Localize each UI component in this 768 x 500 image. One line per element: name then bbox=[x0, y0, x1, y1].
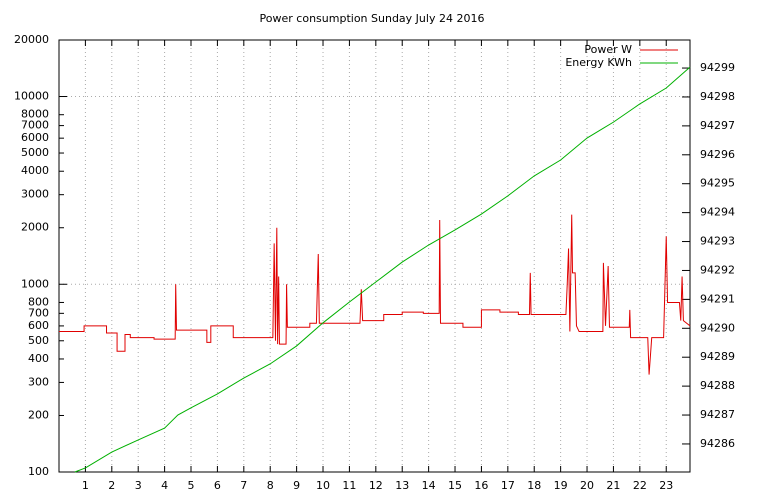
y-tick-label: 2000 bbox=[21, 221, 49, 234]
series-line bbox=[74, 66, 691, 473]
y2-tick-label: 94293 bbox=[700, 235, 735, 248]
legend-label: Power W bbox=[584, 43, 632, 56]
chart-title: Power consumption Sunday July 24 2016 bbox=[260, 12, 485, 25]
y-tick-label: 5000 bbox=[21, 146, 49, 159]
y-tick-label: 600 bbox=[28, 319, 49, 332]
plot-frame bbox=[58, 39, 691, 473]
x-tick-label: 9 bbox=[293, 479, 300, 492]
series-line bbox=[59, 214, 691, 375]
y2-tick-label: 94287 bbox=[700, 408, 735, 421]
y-tick-label: 500 bbox=[28, 334, 49, 347]
y-tick-label: 400 bbox=[28, 352, 49, 365]
x-tick-label: 17 bbox=[501, 479, 515, 492]
y2-tick-label: 94298 bbox=[700, 90, 735, 103]
y2-tick-label: 94292 bbox=[700, 263, 735, 276]
y2-tick-label: 94299 bbox=[700, 61, 735, 74]
x-tick-label: 21 bbox=[606, 479, 620, 492]
legend-label: Energy KWh bbox=[565, 56, 632, 69]
x-tick-label: 2 bbox=[108, 479, 115, 492]
y-tick-label: 800 bbox=[28, 295, 49, 308]
y-tick-label: 20000 bbox=[14, 33, 49, 46]
y2-tick-label: 94296 bbox=[700, 148, 735, 161]
y2-tick-label: 94297 bbox=[700, 119, 735, 132]
y2-tick-label: 94295 bbox=[700, 177, 735, 190]
x-tick-label: 20 bbox=[580, 479, 594, 492]
y2-tick-label: 94294 bbox=[700, 206, 735, 219]
y2-tick-label: 94286 bbox=[700, 437, 735, 450]
x-tick-label: 22 bbox=[633, 479, 647, 492]
x-tick-label: 6 bbox=[214, 479, 221, 492]
x-tick-label: 10 bbox=[316, 479, 330, 492]
x-tick-label: 8 bbox=[267, 479, 274, 492]
y-tick-label: 8000 bbox=[21, 108, 49, 121]
y-tick-label: 300 bbox=[28, 375, 49, 388]
x-tick-label: 5 bbox=[188, 479, 195, 492]
x-tick-label: 4 bbox=[161, 479, 168, 492]
y-tick-label: 7000 bbox=[21, 119, 49, 132]
y2-tick-label: 94289 bbox=[700, 350, 735, 363]
y-tick-label: 6000 bbox=[21, 131, 49, 144]
y2-tick-label: 94288 bbox=[700, 379, 735, 392]
x-tick-label: 15 bbox=[448, 479, 462, 492]
x-tick-label: 14 bbox=[422, 479, 436, 492]
x-tick-label: 18 bbox=[527, 479, 541, 492]
y-tick-label: 200 bbox=[28, 408, 49, 421]
x-tick-label: 19 bbox=[554, 479, 568, 492]
x-tick-label: 3 bbox=[135, 479, 142, 492]
y-tick-label: 4000 bbox=[21, 164, 49, 177]
y2-tick-label: 94290 bbox=[700, 321, 735, 334]
y-tick-label: 10000 bbox=[14, 90, 49, 103]
y2-tick-label: 94291 bbox=[700, 292, 735, 305]
x-tick-label: 11 bbox=[342, 479, 356, 492]
x-tick-label: 16 bbox=[474, 479, 488, 492]
y-tick-label: 700 bbox=[28, 306, 49, 319]
y-tick-label: 100 bbox=[28, 465, 49, 478]
x-tick-label: 7 bbox=[240, 479, 247, 492]
x-tick-label: 12 bbox=[369, 479, 383, 492]
x-tick-label: 13 bbox=[395, 479, 409, 492]
x-tick-label: 23 bbox=[659, 479, 673, 492]
y-tick-label: 1000 bbox=[21, 277, 49, 290]
y-tick-label: 3000 bbox=[21, 188, 49, 201]
x-tick-label: 1 bbox=[82, 479, 89, 492]
